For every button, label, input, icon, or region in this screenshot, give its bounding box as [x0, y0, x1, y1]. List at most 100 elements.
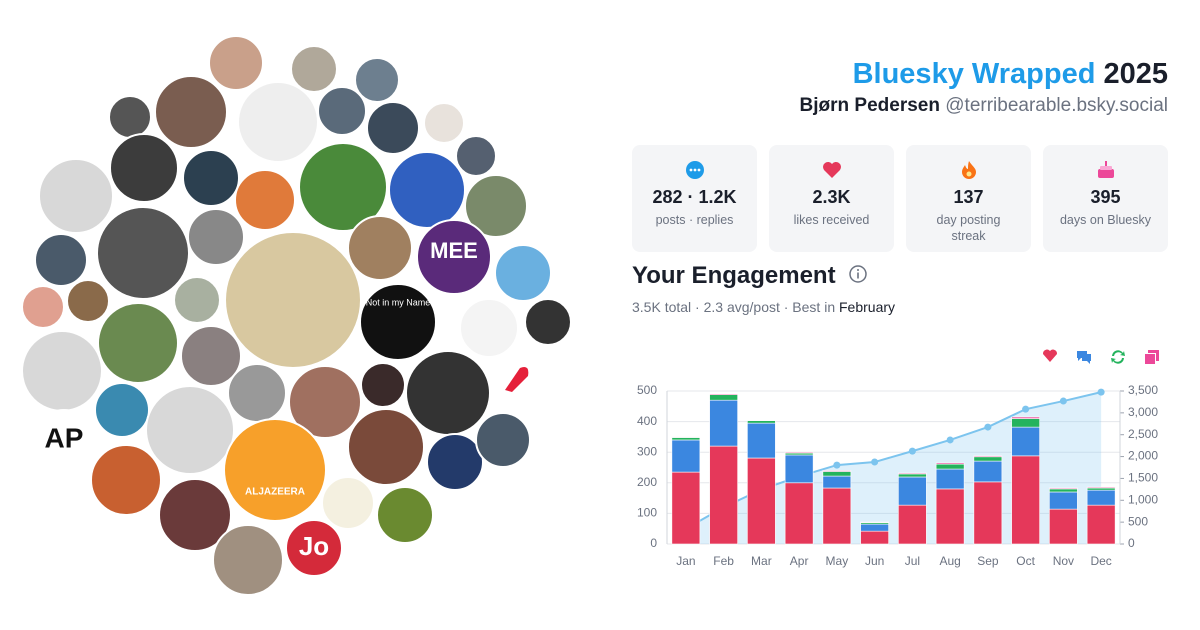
avatar[interactable]	[388, 151, 466, 229]
bar-segment	[860, 523, 889, 532]
bar-segment	[973, 460, 1003, 483]
avatar[interactable]	[405, 350, 491, 436]
avatar[interactable]	[66, 279, 110, 323]
bar-segment	[671, 439, 701, 473]
avatar[interactable]	[208, 35, 264, 91]
avatar[interactable]	[416, 219, 492, 295]
bar-segment	[671, 471, 701, 545]
avatar[interactable]	[347, 215, 413, 281]
bar-segment	[1086, 487, 1116, 491]
avatar[interactable]	[96, 206, 190, 300]
avatar[interactable]	[180, 325, 242, 387]
avatar[interactable]	[223, 418, 327, 522]
avatar[interactable]	[298, 142, 388, 232]
title: Bluesky Wrapped 2025	[853, 58, 1168, 91]
bar-segment	[935, 462, 965, 465]
avatar[interactable]	[285, 519, 343, 577]
avatar[interactable]	[347, 408, 425, 486]
y-tick-label: 300	[637, 444, 657, 458]
icon	[1098, 161, 1114, 178]
icon	[686, 161, 704, 179]
avatar[interactable]	[187, 208, 245, 266]
y2-tick-label: 2,500	[1128, 427, 1158, 441]
avatar[interactable]	[359, 283, 437, 361]
avatar[interactable]	[109, 133, 179, 203]
bar-segment	[822, 475, 852, 489]
bar-segment	[898, 476, 927, 506]
bar-segment	[671, 437, 701, 441]
avatar[interactable]	[455, 135, 497, 177]
legend-icon[interactable]	[1145, 350, 1159, 364]
avatar[interactable]	[33, 409, 95, 471]
avatar[interactable]	[173, 276, 221, 324]
y-tick-label: 100	[637, 506, 657, 520]
avatar[interactable]	[317, 86, 367, 136]
x-tick-label: Dec	[1090, 554, 1111, 568]
avatar[interactable]	[224, 231, 362, 369]
avatar[interactable]	[423, 102, 465, 144]
engagement-title: Your Engagement	[632, 262, 836, 289]
bar-segment	[709, 445, 738, 545]
avatar[interactable]	[366, 101, 420, 155]
bar-segment	[784, 482, 814, 545]
info-icon[interactable]	[848, 264, 868, 284]
avatar[interactable]	[360, 362, 406, 408]
avatar[interactable]	[475, 412, 531, 468]
avatar[interactable]	[524, 298, 572, 346]
bar-segment	[747, 420, 776, 424]
avatar[interactable]	[97, 302, 179, 384]
best-month: February	[839, 299, 896, 315]
avatar[interactable]	[90, 444, 162, 516]
bar-segment	[1086, 489, 1116, 506]
y2-tick-label: 1,500	[1128, 471, 1158, 485]
user-name: Bjørn Pedersen	[799, 95, 940, 116]
avatar[interactable]	[494, 244, 552, 302]
legend-icon[interactable]	[1077, 351, 1091, 364]
avatar[interactable]	[288, 365, 362, 439]
stat-card: 395 days on Bluesky	[1043, 145, 1168, 252]
user: Bjørn Pedersen @terribearable.bsky.socia…	[800, 95, 1168, 117]
avatar[interactable]	[459, 298, 519, 358]
avatar[interactable]	[34, 233, 88, 287]
avatar[interactable]	[290, 45, 338, 93]
avatar[interactable]	[354, 57, 400, 103]
bar-segment	[935, 463, 965, 470]
avatar[interactable]	[234, 169, 296, 231]
x-tick-label: Jan	[676, 554, 695, 568]
avatar[interactable]	[237, 81, 319, 163]
x-tick-label: Feb	[713, 554, 734, 568]
title-year: 2025	[1103, 58, 1168, 90]
avatar[interactable]	[108, 95, 152, 139]
avatar[interactable]	[321, 476, 375, 530]
avatar[interactable]	[426, 433, 484, 491]
avatar[interactable]	[145, 385, 235, 475]
avatar[interactable]	[464, 174, 528, 238]
avatar[interactable]	[94, 382, 150, 438]
avatar[interactable]	[21, 330, 103, 412]
line-point	[908, 447, 916, 455]
bar-segment	[1049, 488, 1078, 493]
x-tick-label: Jun	[865, 554, 884, 568]
avatar[interactable]	[154, 75, 228, 149]
user-handle: @terribearable.bsky.social	[945, 95, 1168, 116]
avatar[interactable]	[38, 158, 114, 234]
bar-segment	[1086, 504, 1116, 545]
bar-segment	[860, 521, 889, 523]
engagement-chart: 0 100 200 300 400 500 0 500 1,000 1,500 2,000 2,500…	[637, 349, 1159, 568]
avatar[interactable]	[182, 149, 240, 207]
line-point	[1022, 405, 1030, 413]
bar-segment	[898, 473, 927, 478]
avatar[interactable]	[376, 486, 434, 544]
legend-icon[interactable]	[1042, 349, 1058, 362]
stat-card: 137 day posting streak	[906, 145, 1031, 252]
bar-segment	[973, 455, 1003, 458]
avatar[interactable]	[212, 524, 284, 596]
bar-segment	[935, 468, 965, 490]
y-tick-label: 200	[637, 475, 657, 489]
legend-icon[interactable]	[1111, 350, 1125, 364]
x-tick-label: Sep	[977, 554, 999, 568]
avatar[interactable]	[227, 363, 287, 423]
avatar[interactable]	[21, 285, 65, 329]
avatar-label: AP	[45, 422, 84, 453]
avatar[interactable]	[158, 478, 232, 552]
